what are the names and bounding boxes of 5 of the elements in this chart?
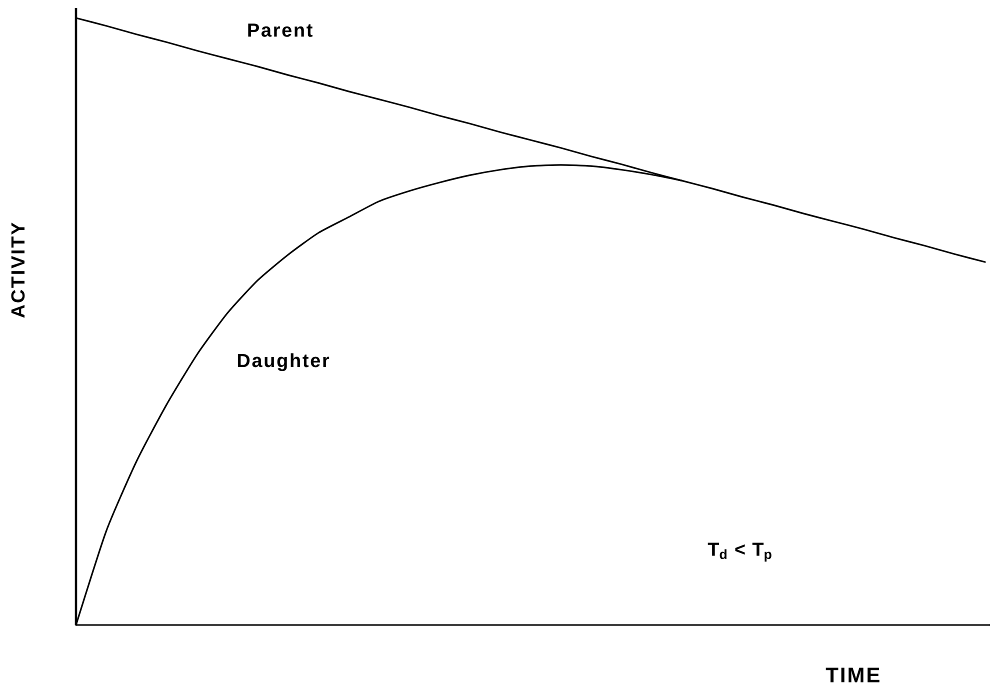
annotation: T$_{d}$ < T$_{p}$ (708, 542, 772, 562)
x-axis-title: TIME (826, 668, 880, 682)
y-axis-title: ACTIVITY (11, 222, 25, 318)
series-label: Parent (248, 24, 312, 37)
series-label: Daughter (238, 353, 330, 372)
